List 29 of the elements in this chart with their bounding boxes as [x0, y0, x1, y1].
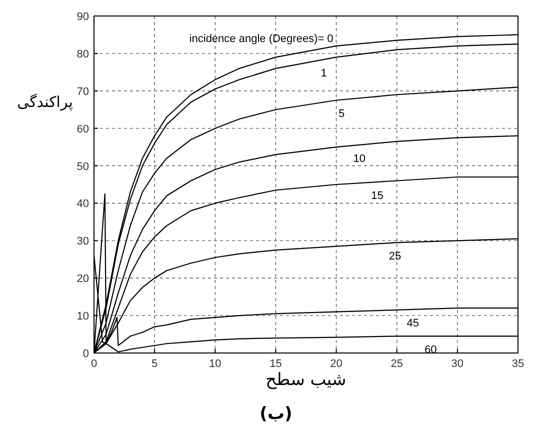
- x-tick-label: 0: [90, 358, 98, 370]
- y-axis-title: پراکندگی: [17, 92, 73, 111]
- y-tick-label: 90: [76, 11, 89, 23]
- x-axis-title: شیب سطح: [266, 370, 346, 390]
- series-label: 45: [406, 317, 419, 330]
- y-tick-label: 40: [76, 198, 89, 210]
- x-tick-label: 15: [270, 358, 282, 370]
- series-label: 1: [320, 68, 327, 80]
- text: (ب): [260, 404, 292, 424]
- x-tick-label: 10: [209, 358, 222, 370]
- x-tick-label: 35: [512, 358, 524, 370]
- series-label: 15: [371, 190, 384, 202]
- y-tick-label: 50: [76, 160, 89, 173]
- y-tick-label: 0: [82, 348, 89, 360]
- y-tick-label: 70: [76, 86, 89, 98]
- annotation: incidence angle (Degrees)=: [189, 33, 324, 46]
- y-tick-label: 10: [76, 310, 89, 323]
- x-tick-label: 5: [152, 358, 158, 370]
- x-tick-label: 25: [390, 358, 403, 370]
- series-label: 5: [338, 108, 345, 120]
- x-tick-label: 30: [451, 358, 464, 370]
- y-tick-label: 30: [76, 236, 89, 248]
- x-tick-label: 20: [330, 358, 342, 370]
- y-tick-label: 60: [76, 123, 89, 136]
- series-label: 10: [353, 152, 366, 165]
- series-label: 25: [388, 250, 402, 263]
- y-tick-label: 80: [76, 48, 89, 60]
- series-label: 0: [327, 33, 334, 46]
- y-tick-label: 20: [76, 273, 89, 286]
